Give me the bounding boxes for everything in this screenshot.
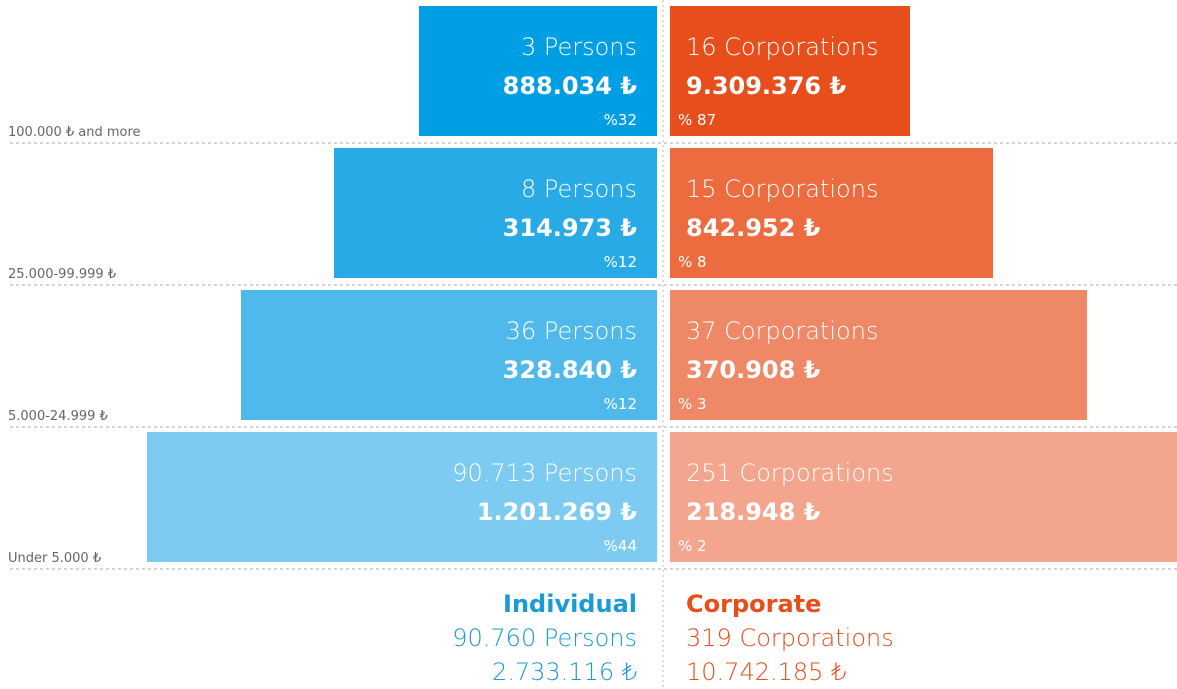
corporate-share: % 87 [678, 111, 716, 129]
individual-amount: 888.034 ₺ [503, 72, 638, 100]
corporate-total-amount: 10.742.185 ₺ [686, 658, 846, 686]
corporate-bar [670, 290, 1087, 420]
individual-share: %12 [604, 395, 637, 413]
individual-bar [419, 6, 657, 136]
range-label: Under 5.000 ₺ [8, 551, 101, 566]
individual-share: %44 [604, 537, 637, 555]
individual-total-amount: 2.733.116 ₺ [492, 658, 637, 686]
corporate-count: 251 Corporations [686, 459, 894, 487]
individual-total-count: 90.760 Persons [452, 624, 637, 652]
individual-count: 8 Persons [521, 175, 637, 203]
individual-count: 90.713 Persons [452, 459, 637, 487]
corporate-bar [670, 148, 993, 278]
individual-bar [147, 432, 657, 562]
individual-share: %32 [604, 111, 637, 129]
corporate-amount: 9.309.376 ₺ [686, 72, 846, 100]
range-label: 100.000 ₺ and more [8, 125, 141, 140]
corporate-total-title: Corporate [686, 590, 821, 618]
corporate-count: 16 Corporations [686, 33, 878, 61]
individual-amount: 328.840 ₺ [503, 356, 638, 384]
corporate-share: % 8 [678, 253, 707, 271]
corporate-count: 37 Corporations [686, 317, 878, 345]
corporate-amount: 370.908 ₺ [686, 356, 821, 384]
corporate-amount: 842.952 ₺ [686, 214, 821, 242]
corporate-amount: 218.948 ₺ [686, 498, 821, 526]
corporate-count: 15 Corporations [686, 175, 878, 203]
individual-total-title: Individual [503, 590, 637, 618]
corporate-share: % 3 [678, 395, 707, 413]
range-label: 25.000-99.999 ₺ [8, 267, 116, 282]
corporate-total-count: 319 Corporations [686, 624, 894, 652]
individual-count: 36 Persons [506, 317, 637, 345]
individual-count: 3 Persons [521, 33, 637, 61]
individual-amount: 314.973 ₺ [503, 214, 638, 242]
range-label: 5.000-24.999 ₺ [8, 409, 108, 424]
individual-share: %12 [604, 253, 637, 271]
corporate-bar [670, 432, 1177, 562]
individual-bar [334, 148, 657, 278]
corporate-share: % 2 [678, 537, 707, 555]
individual-bar [241, 290, 657, 420]
individual-amount: 1.201.269 ₺ [477, 498, 637, 526]
corporate-bar [670, 6, 910, 136]
